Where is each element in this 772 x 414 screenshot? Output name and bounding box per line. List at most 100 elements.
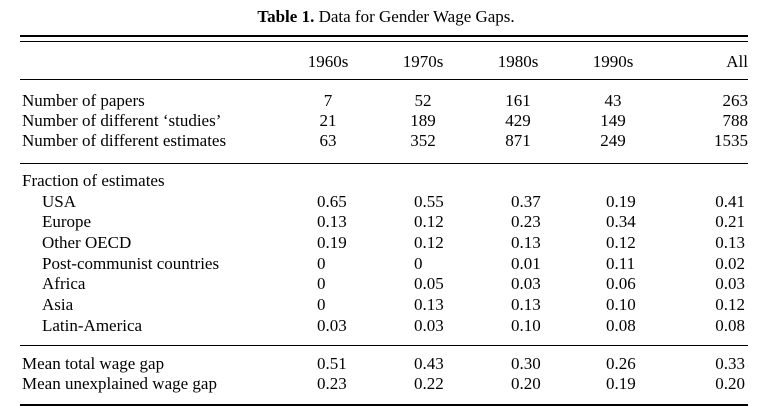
row-label: Asia [42, 295, 74, 314]
cell: 0 [317, 295, 326, 314]
cell: 788 [722, 111, 749, 130]
table-row: Latin-America 0.03 0.03 0.10 0.08 0.08 [0, 316, 772, 336]
cell: 0.12 [414, 212, 444, 231]
table-row: Africa 0 0.05 0.03 0.06 0.03 [0, 274, 772, 294]
table-title: Data for Gender Wage Gaps. [318, 7, 515, 26]
cell: 7 [323, 91, 333, 110]
table-caption: Table 1. Data for Gender Wage Gaps. [0, 7, 772, 27]
cell: 0.43 [414, 354, 444, 373]
row-label: Number of papers [22, 91, 145, 110]
cell: 0 [317, 274, 326, 293]
cell: 0.22 [414, 374, 444, 393]
cell: 352 [410, 131, 436, 150]
cell: 249 [600, 131, 626, 150]
cell: 0 [414, 254, 423, 273]
table-row: Mean total wage gap 0.51 0.43 0.30 0.26 … [0, 354, 772, 374]
cell: 189 [410, 111, 436, 130]
top-rule-inner [20, 41, 748, 42]
cell: 0.03 [511, 274, 541, 293]
cell: 0.03 [414, 316, 444, 335]
cell: 0.13 [511, 233, 541, 252]
cell: 0.13 [715, 233, 745, 252]
row-label: USA [42, 192, 77, 211]
cell: 0.30 [511, 354, 541, 373]
row-label: Africa [42, 274, 86, 293]
row-label: Number of different estimates [22, 131, 227, 150]
column-header: 1970s [402, 52, 444, 71]
cell: 0.06 [606, 274, 636, 293]
cell: 0.21 [715, 212, 745, 231]
row-label: Europe [42, 212, 92, 231]
table-row: Number of papers 7 52 161 43 263 [0, 91, 772, 111]
cell: 63 [319, 131, 337, 150]
section-heading: Fraction of estimates [22, 171, 165, 190]
cell: 0.20 [511, 374, 541, 393]
table-row: Other OECD 0.19 0.12 0.13 0.12 0.13 [0, 233, 772, 253]
row-label: Number of different ‘studies’ [22, 111, 222, 130]
row-label: Other OECD [42, 233, 132, 252]
cell: 0.33 [715, 354, 745, 373]
top-rule [20, 35, 748, 37]
cell: 0.51 [317, 354, 347, 373]
table-row: Asia 0 0.13 0.13 0.10 0.12 [0, 295, 772, 315]
column-header: All [726, 52, 748, 71]
section-rule [20, 163, 748, 164]
table-row: USA 0.65 0.55 0.37 0.19 0.41 [0, 192, 772, 212]
cell: 0.08 [606, 316, 636, 335]
cell: 0.13 [511, 295, 541, 314]
cell: 21 [319, 111, 337, 130]
bottom-rule [20, 404, 748, 406]
column-header: 1990s [592, 52, 634, 71]
row-label: Latin-America [42, 316, 143, 335]
table-row: Post-communist countries 0 0 0.01 0.11 0… [0, 254, 772, 274]
cell: 0.19 [317, 233, 347, 252]
table-row: Europe 0.13 0.12 0.23 0.34 0.21 [0, 212, 772, 232]
cell: 0.65 [317, 192, 347, 211]
row-label: Post-communist countries [42, 254, 220, 273]
cell: 0.12 [606, 233, 636, 252]
cell: 161 [505, 91, 531, 110]
cell: 0.13 [317, 212, 347, 231]
cell: 0.05 [414, 274, 444, 293]
cell: 0.03 [715, 274, 745, 293]
header-row: 1960s 1970s 1980s 1990s All [0, 52, 772, 72]
cell: 0.55 [414, 192, 444, 211]
cell: 0.20 [715, 374, 745, 393]
cell: 0.11 [606, 254, 636, 273]
table-number: Table 1. [257, 7, 315, 26]
cell: 1535 [714, 131, 748, 150]
cell: 52 [414, 91, 432, 110]
table-row: Mean unexplained wage gap 0.23 0.22 0.20… [0, 374, 772, 394]
cell: 0.19 [606, 374, 636, 393]
table-row: Number of different estimates 63 352 871… [0, 131, 772, 151]
header-rule [20, 79, 748, 80]
column-header: 1960s [307, 52, 349, 71]
cell: 429 [505, 111, 531, 130]
cell: 0.34 [606, 212, 636, 231]
cell: 0.37 [511, 192, 541, 211]
cell: 0.13 [414, 295, 444, 314]
cell: 149 [600, 111, 626, 130]
cell: 0.26 [606, 354, 636, 373]
cell: 0.41 [715, 192, 745, 211]
cell: 0.10 [511, 316, 541, 335]
cell: 0.08 [715, 316, 745, 335]
cell: 0.12 [715, 295, 745, 314]
column-header: 1980s [497, 52, 539, 71]
section-heading-row: Fraction of estimates [0, 171, 772, 191]
cell: 0.10 [606, 295, 636, 314]
cell: 0.19 [606, 192, 636, 211]
cell: 0.23 [511, 212, 541, 231]
cell: 0.01 [511, 254, 541, 273]
row-label: Mean unexplained wage gap [22, 374, 217, 393]
cell: 0.02 [715, 254, 745, 273]
cell: 0 [317, 254, 326, 273]
row-label: Mean total wage gap [22, 354, 165, 373]
cell: 43 [604, 91, 622, 110]
cell: 0.03 [317, 316, 347, 335]
section-rule [20, 345, 748, 346]
cell: 0.23 [317, 374, 347, 393]
cell: 263 [722, 91, 749, 110]
cell: 871 [505, 131, 531, 150]
table-row: Number of different ‘studies’ 21 189 429… [0, 111, 772, 131]
